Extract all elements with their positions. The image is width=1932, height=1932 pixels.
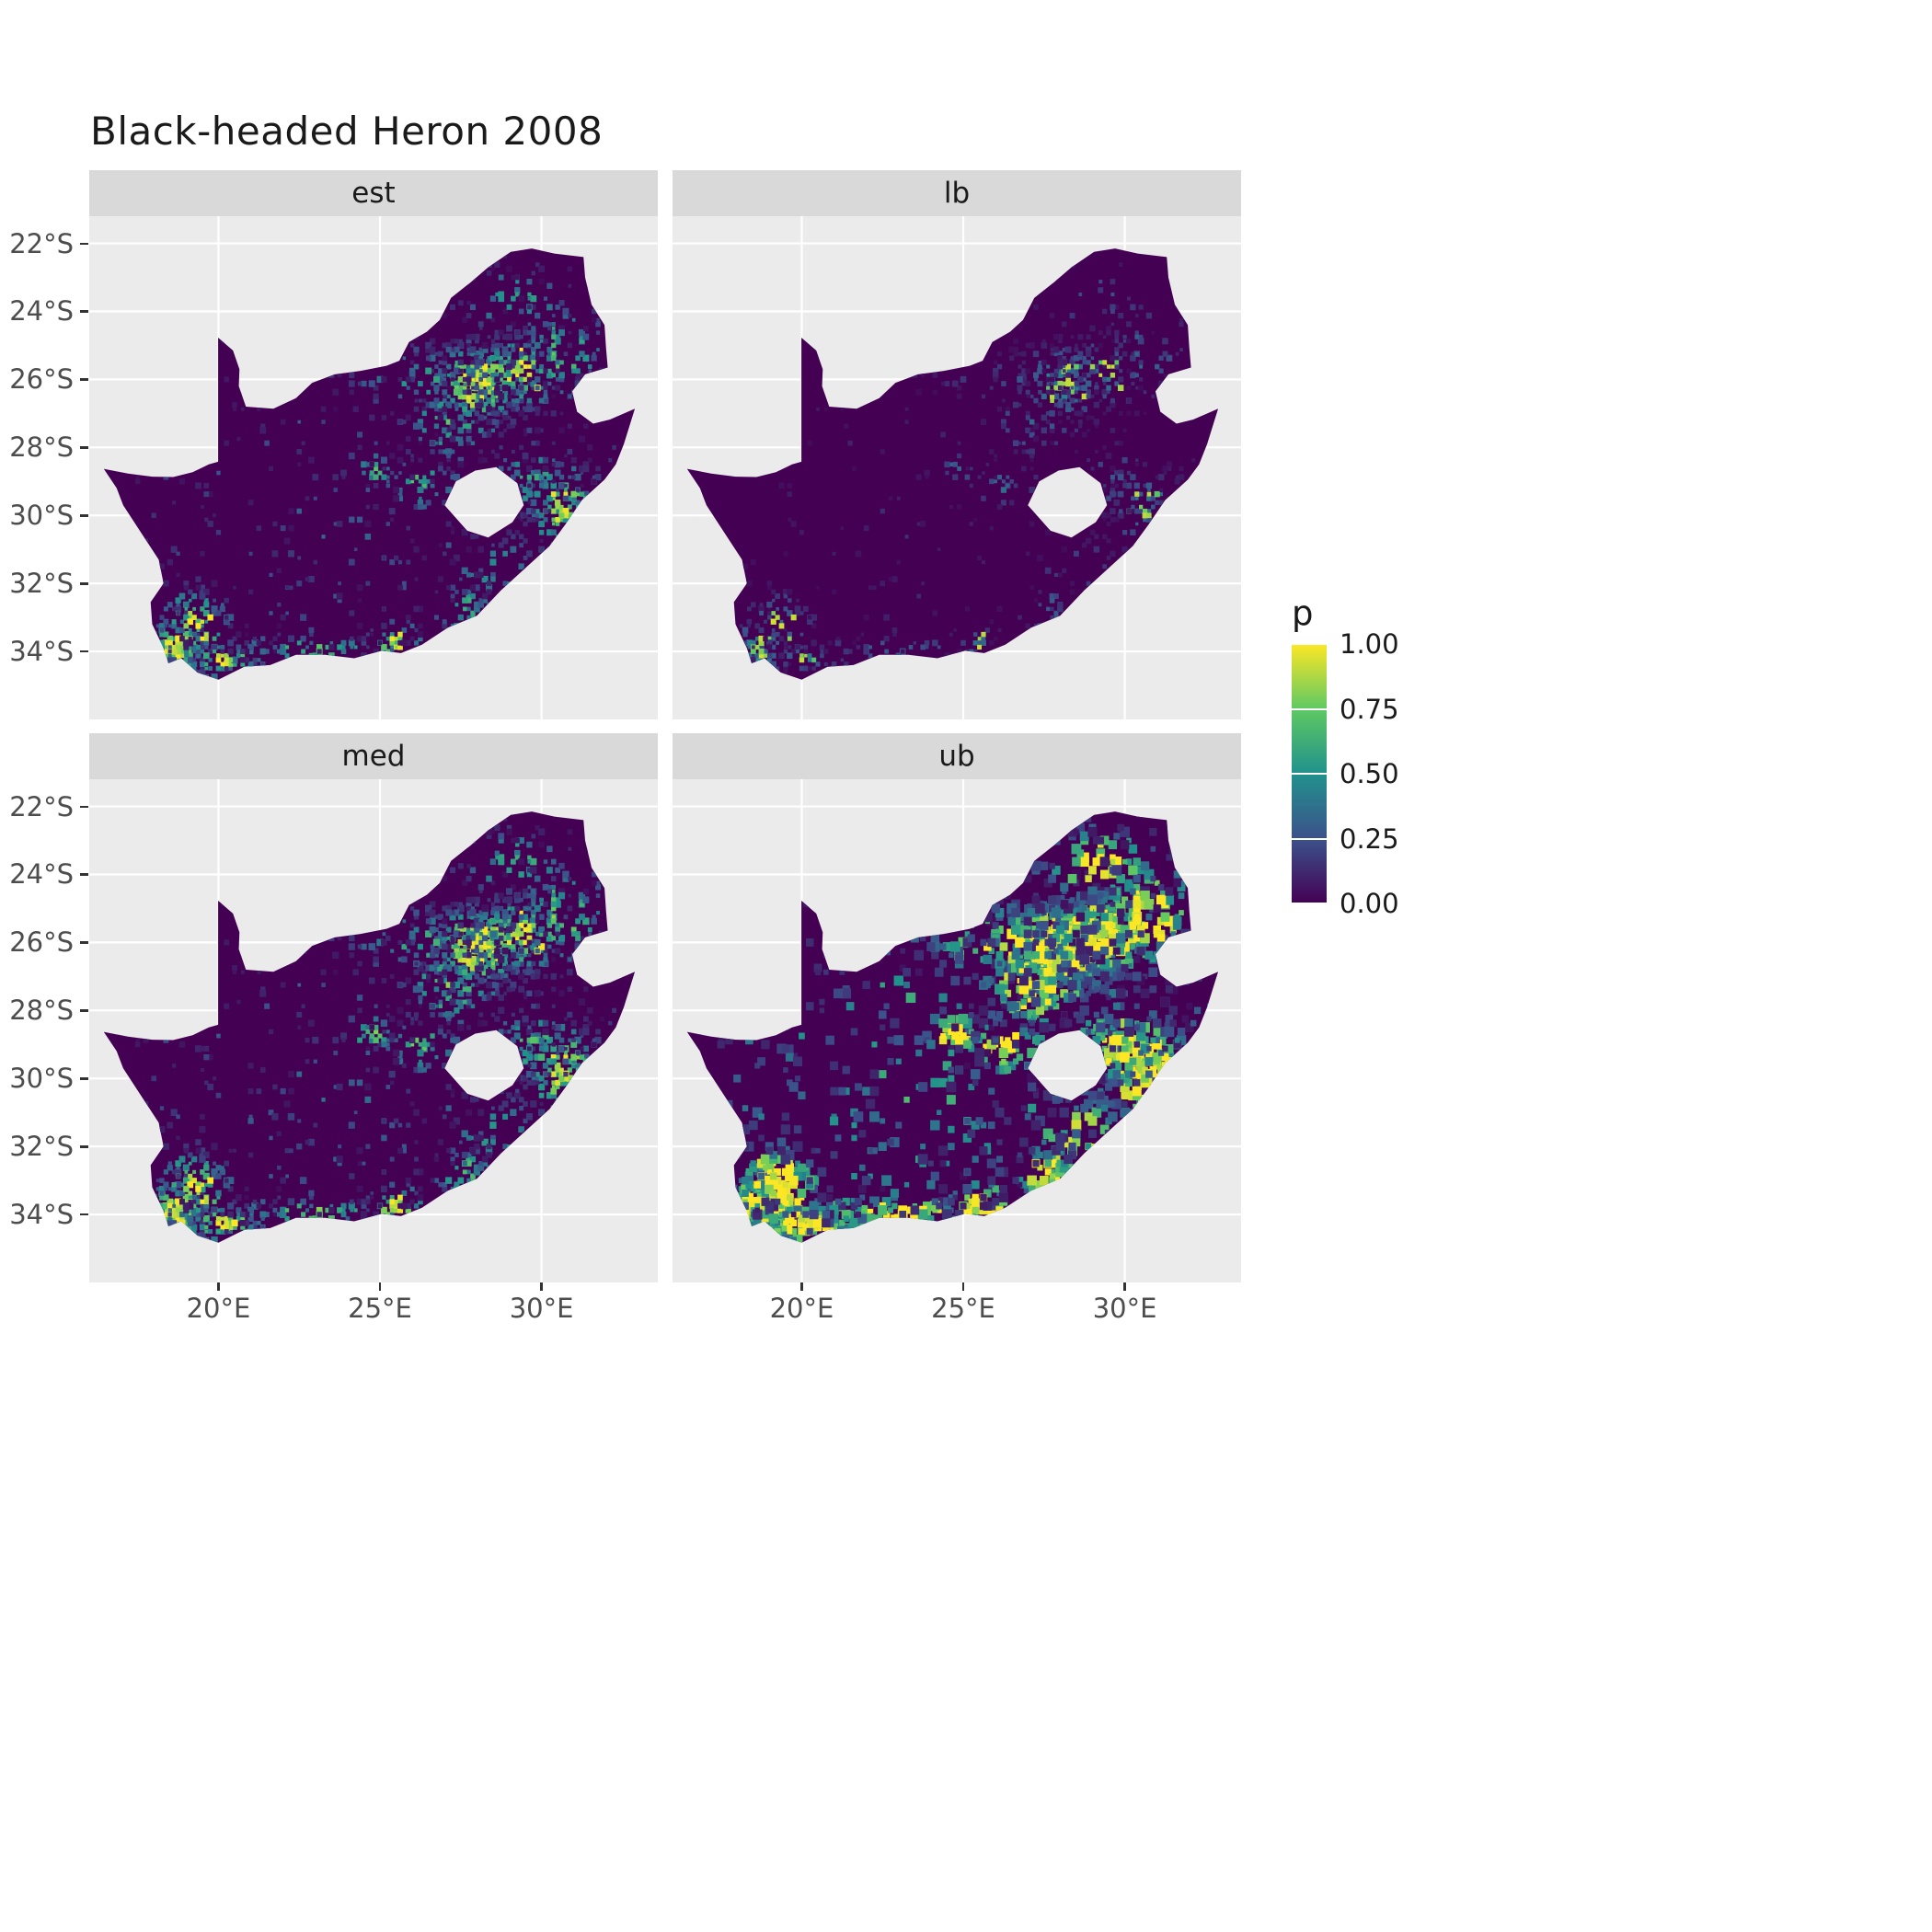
y-tick-label: 28°S: [9, 995, 74, 1027]
y-tick-label: 22°S: [9, 790, 74, 822]
x-axis-tick: [1123, 1282, 1126, 1291]
y-tick-label: 30°S: [9, 500, 74, 532]
legend-tick: [1292, 643, 1327, 645]
y-axis-tick: [80, 310, 88, 313]
facet-strip-est: est: [89, 170, 658, 216]
y-tick-label: 22°S: [9, 227, 74, 259]
x-tick-label: 20°E: [769, 1293, 834, 1324]
map-panel-med: [89, 779, 658, 1282]
x-axis-tick: [217, 1282, 220, 1291]
y-axis-tick: [80, 582, 88, 585]
y-tick-label: 26°S: [9, 926, 74, 959]
legend-title: p: [1292, 593, 1314, 633]
y-axis-tick: [80, 941, 88, 944]
map-panel-est: [89, 216, 658, 719]
x-axis-tick: [540, 1282, 543, 1291]
legend-tick-label: 0.50: [1340, 758, 1399, 789]
x-tick-label: 25°E: [348, 1293, 412, 1324]
y-tick-label: 34°S: [9, 1199, 74, 1231]
y-tick-label: 32°S: [9, 568, 74, 600]
facet-strip-label: ub: [938, 740, 975, 773]
legend-tick-label: 0.00: [1340, 888, 1399, 919]
plot-title: Black-headed Heron 2008: [90, 109, 604, 154]
facet-strip-label: est: [351, 177, 396, 210]
y-tick-label: 28°S: [9, 431, 74, 464]
legend-tick-label: 1.00: [1340, 628, 1399, 660]
facet-strip-label: med: [341, 740, 406, 773]
legend-tick-label: 0.75: [1340, 693, 1399, 725]
x-axis-tick: [378, 1282, 382, 1291]
x-tick-label: 20°E: [186, 1293, 251, 1324]
y-axis-tick: [80, 1009, 88, 1012]
x-tick-label: 30°E: [509, 1293, 574, 1324]
y-axis-tick: [80, 378, 88, 381]
x-axis-tick: [800, 1282, 803, 1291]
facet-strip-med: med: [89, 733, 658, 779]
y-tick-label: 32°S: [9, 1131, 74, 1163]
y-axis-tick: [80, 805, 88, 808]
map-med: [89, 779, 658, 1282]
y-tick-label: 24°S: [9, 295, 74, 328]
raster-cells: [686, 248, 1219, 680]
x-tick-label: 30°E: [1092, 1293, 1157, 1324]
y-axis-tick: [80, 514, 88, 517]
y-axis-tick: [80, 650, 88, 653]
y-tick-label: 24°S: [9, 858, 74, 891]
map-panel-ub: [673, 779, 1241, 1282]
x-axis-tick: [961, 1282, 965, 1291]
y-axis-tick: [80, 1077, 88, 1080]
facet-strip-ub: ub: [673, 733, 1241, 779]
legend-tick: [1292, 773, 1327, 775]
y-axis-tick: [80, 446, 88, 449]
y-axis-tick: [80, 1213, 88, 1216]
x-tick-label: 25°E: [931, 1293, 995, 1324]
legend-tick: [1292, 707, 1327, 710]
raster-cells: [103, 811, 636, 1243]
legend-tick: [1292, 903, 1327, 904]
raster-cells: [103, 248, 636, 680]
y-axis-tick: [80, 1145, 88, 1148]
y-tick-label: 26°S: [9, 363, 74, 396]
facet-strip-label: lb: [943, 177, 971, 210]
facet-strip-lb: lb: [673, 170, 1241, 216]
legend-tick: [1292, 837, 1327, 840]
map-ub: [673, 779, 1241, 1282]
y-tick-label: 34°S: [9, 636, 74, 668]
y-tick-label: 30°S: [9, 1063, 74, 1095]
y-axis-tick: [80, 873, 88, 876]
y-axis-tick: [80, 242, 88, 245]
legend-tick-label: 0.25: [1340, 822, 1399, 855]
map-panel-lb: [673, 216, 1241, 719]
raster-cells: [686, 811, 1219, 1243]
raster-base: [686, 248, 1219, 680]
map-lb: [673, 216, 1241, 719]
map-est: [89, 216, 658, 719]
